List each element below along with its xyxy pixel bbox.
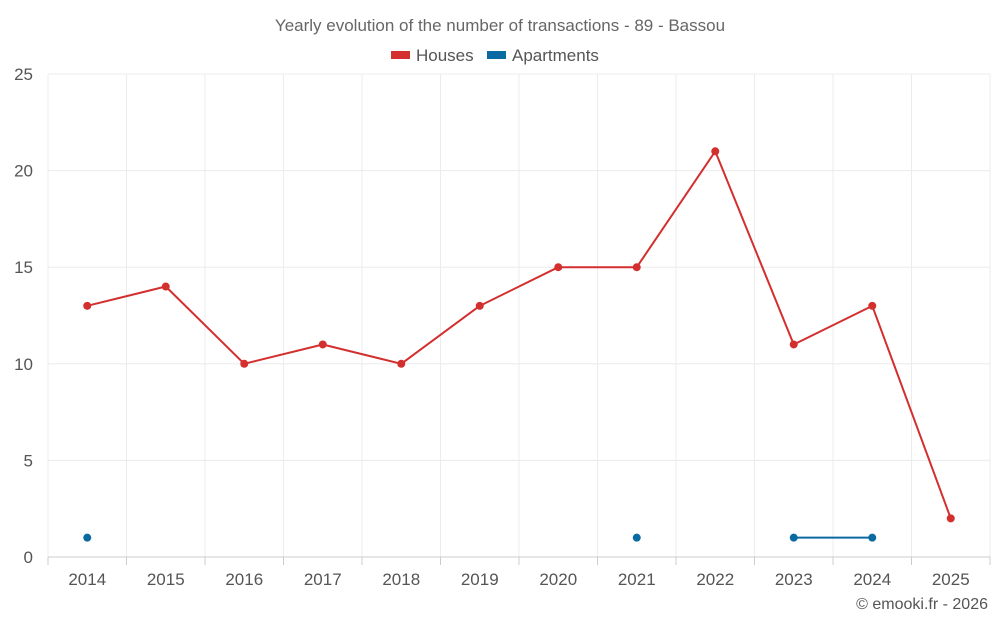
data-point-apartments-2024[interactable]	[868, 533, 877, 542]
x-tick-label: 2022	[696, 570, 734, 589]
series-houses	[83, 147, 955, 523]
data-point-apartments-2021[interactable]	[632, 533, 641, 542]
y-tick-label: 15	[14, 258, 33, 277]
data-point-apartments-2023[interactable]	[789, 533, 798, 542]
x-tick-label: 2014	[68, 570, 106, 589]
data-point-houses-2017[interactable]	[318, 340, 327, 349]
data-point-apartments-2014[interactable]	[83, 533, 92, 542]
credit-text: © emooki.fr - 2026	[856, 596, 988, 613]
x-tick-label: 2020	[539, 570, 577, 589]
series-line-houses	[87, 150, 952, 519]
legend-label-apartments: Apartments	[512, 46, 599, 65]
series-apartments	[83, 533, 877, 542]
data-point-houses-2023[interactable]	[789, 340, 798, 349]
chart-title: Yearly evolution of the number of transa…	[275, 16, 725, 35]
legend-swatch-houses	[391, 51, 410, 59]
legend-item-houses[interactable]: Houses	[391, 46, 474, 65]
data-point-houses-2021[interactable]	[632, 263, 641, 272]
legend-item-apartments[interactable]: Apartments	[487, 46, 599, 65]
data-point-houses-2019[interactable]	[475, 301, 484, 310]
data-point-houses-2018[interactable]	[397, 359, 406, 368]
grid	[47, 73, 991, 557]
x-tick-label: 2015	[147, 570, 185, 589]
x-tick-label: 2016	[225, 570, 263, 589]
legend: Houses Apartments	[391, 46, 599, 65]
x-tick-label: 2023	[775, 570, 813, 589]
legend-swatch-apartments	[487, 51, 506, 59]
data-point-houses-2016[interactable]	[240, 359, 249, 368]
x-tick-label: 2021	[618, 570, 656, 589]
data-point-houses-2025[interactable]	[946, 514, 955, 523]
y-tick-label: 0	[24, 548, 33, 567]
x-tick-label: 2017	[304, 570, 342, 589]
x-tick-label: 2025	[932, 570, 970, 589]
y-tick-label: 5	[24, 451, 33, 470]
data-point-houses-2020[interactable]	[554, 263, 563, 272]
data-point-houses-2022[interactable]	[711, 147, 720, 156]
y-tick-label: 25	[14, 65, 33, 84]
y-tick-label: 20	[14, 162, 33, 181]
y-axis: 0 5 10 15 20 25	[14, 65, 33, 567]
x-tick-label: 2019	[461, 570, 499, 589]
x-axis: 2014 2015 2016 2017 2018 2019 2020 2021 2022 2023…	[47, 556, 991, 589]
plot-area	[83, 147, 955, 542]
data-point-houses-2015[interactable]	[161, 282, 170, 291]
legend-label-houses: Houses	[416, 46, 474, 65]
y-tick-label: 10	[14, 355, 33, 374]
x-tick-label: 2018	[382, 570, 420, 589]
data-point-houses-2014[interactable]	[83, 301, 92, 310]
data-point-houses-2024[interactable]	[868, 301, 877, 310]
x-tick-label: 2024	[853, 570, 891, 589]
